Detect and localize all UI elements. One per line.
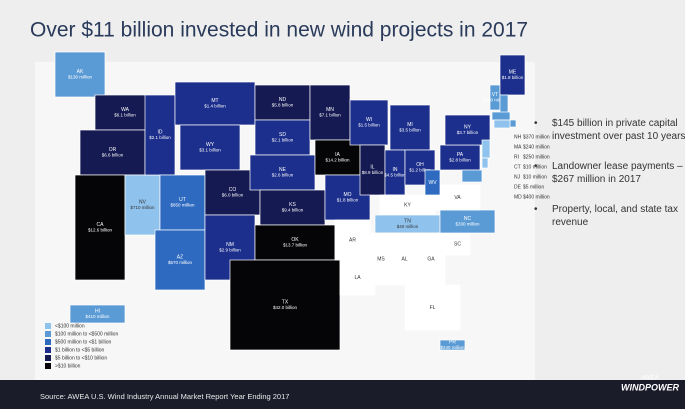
state-label: NH [514, 134, 522, 140]
legend-swatch [45, 339, 51, 345]
state-label: LA [354, 275, 361, 281]
legend-label: $500 million to <$1 billion [55, 339, 112, 345]
legend-swatch [45, 331, 51, 337]
state [482, 158, 488, 168]
state-label: MS [377, 256, 385, 262]
state-value: $4.5 billion [384, 173, 406, 178]
bullet-dot: • [534, 203, 538, 216]
state-label: CT [514, 164, 521, 170]
logo: WINDPOWER [621, 382, 679, 392]
state-label: KY [404, 202, 411, 208]
state-value: $9.4 billion [282, 208, 304, 213]
legend-swatch [45, 323, 51, 329]
state [482, 140, 490, 158]
bullet-dot: • [534, 160, 538, 173]
title: Over $11 billion invested in new wind pr… [30, 19, 528, 42]
bullet-text: $145 billion in private capital investme… [540, 117, 685, 143]
state-label: VA [454, 195, 461, 201]
state-label: DE [514, 184, 522, 190]
state-value: $2.6 billion [272, 173, 294, 178]
state [494, 120, 510, 128]
state-value: $3.1 billion [199, 148, 221, 153]
state-value: $8.9 billion [362, 170, 384, 175]
bullet-dot: • [534, 117, 538, 130]
bullet: •Landowner lease payments –$267 million … [540, 160, 685, 186]
state-value: $130 million [68, 75, 93, 80]
state-label: AL [401, 256, 407, 262]
state [492, 112, 510, 120]
state-label: AR [349, 237, 356, 243]
state-value: $6.0 billion [222, 193, 244, 198]
state-label: RI [514, 154, 519, 160]
legend-label: >$10 billion [55, 363, 81, 369]
state-value: $400 million [523, 194, 550, 200]
state-value: $5.8 billion [272, 103, 294, 108]
state-value: $3.5 billion [399, 128, 421, 133]
state-value: $14.2 billion [325, 158, 350, 163]
state-value: $13.7 billion [283, 243, 308, 248]
state-value: $1.5 billion [358, 123, 380, 128]
legend-label: $100 million to <$500 million [55, 331, 118, 337]
state-label: SC [454, 241, 461, 247]
state-value: $240 million [523, 144, 550, 150]
state-label: GA [427, 256, 435, 262]
state [500, 95, 508, 113]
state-value: $330 million [455, 222, 480, 227]
bullet-text: Landowner lease payments –$267 million i… [540, 160, 685, 186]
bullet: •Property, local, and state tax revenue [540, 203, 685, 229]
state-label: MD [514, 194, 522, 200]
state-label: MA [514, 144, 522, 150]
legend-swatch [45, 347, 51, 353]
state-value: $3.7 billion [457, 130, 479, 135]
legend-label: $1 billion to <$5 billion [55, 347, 105, 353]
state-value: $6.6 billion [102, 153, 124, 158]
logo-top: AWEA [641, 376, 658, 382]
state-value: $1.4 billion [204, 104, 226, 109]
state-value: $6.1 billion [114, 113, 136, 118]
state-label: NJ [514, 174, 521, 180]
state-value: $2.9 billion [219, 248, 241, 253]
state-value: $42.0 billion [273, 305, 298, 310]
state [510, 120, 516, 127]
state-value: $1.8 billion [337, 198, 359, 203]
legend-swatch [45, 355, 51, 361]
state-label: WV [428, 180, 437, 186]
state-value: $1.8 billion [502, 75, 524, 80]
state-value: $570 million [168, 260, 193, 265]
state-value: $2.1 billion [149, 135, 171, 140]
state-value: $12.6 billion [88, 228, 113, 233]
bullet-text: Property, local, and state tax revenue [540, 203, 685, 229]
legend-label: $5 billion to <$10 billion [55, 355, 107, 361]
page: Over $11 billion invested in new wind pr… [0, 0, 685, 409]
legend-swatch [45, 363, 51, 369]
state-value: $2.1 billion [272, 138, 294, 143]
state [462, 170, 482, 182]
legend-label: <$100 million [55, 323, 85, 329]
bullet: •$145 billion in private capital investm… [540, 117, 685, 143]
state-value: $7.1 billion [319, 113, 341, 118]
state-value: $240 million [440, 345, 465, 350]
state-value: $410 million [85, 314, 110, 319]
state-value: $2.8 billion [449, 158, 471, 163]
state-value: $710 million [130, 205, 155, 210]
state-value: $850 million [170, 203, 195, 208]
state-value: $40 million [397, 224, 419, 229]
state-label: FL [430, 305, 436, 311]
source: Source: AWEA U.S. Wind Industry Annual M… [40, 392, 289, 401]
